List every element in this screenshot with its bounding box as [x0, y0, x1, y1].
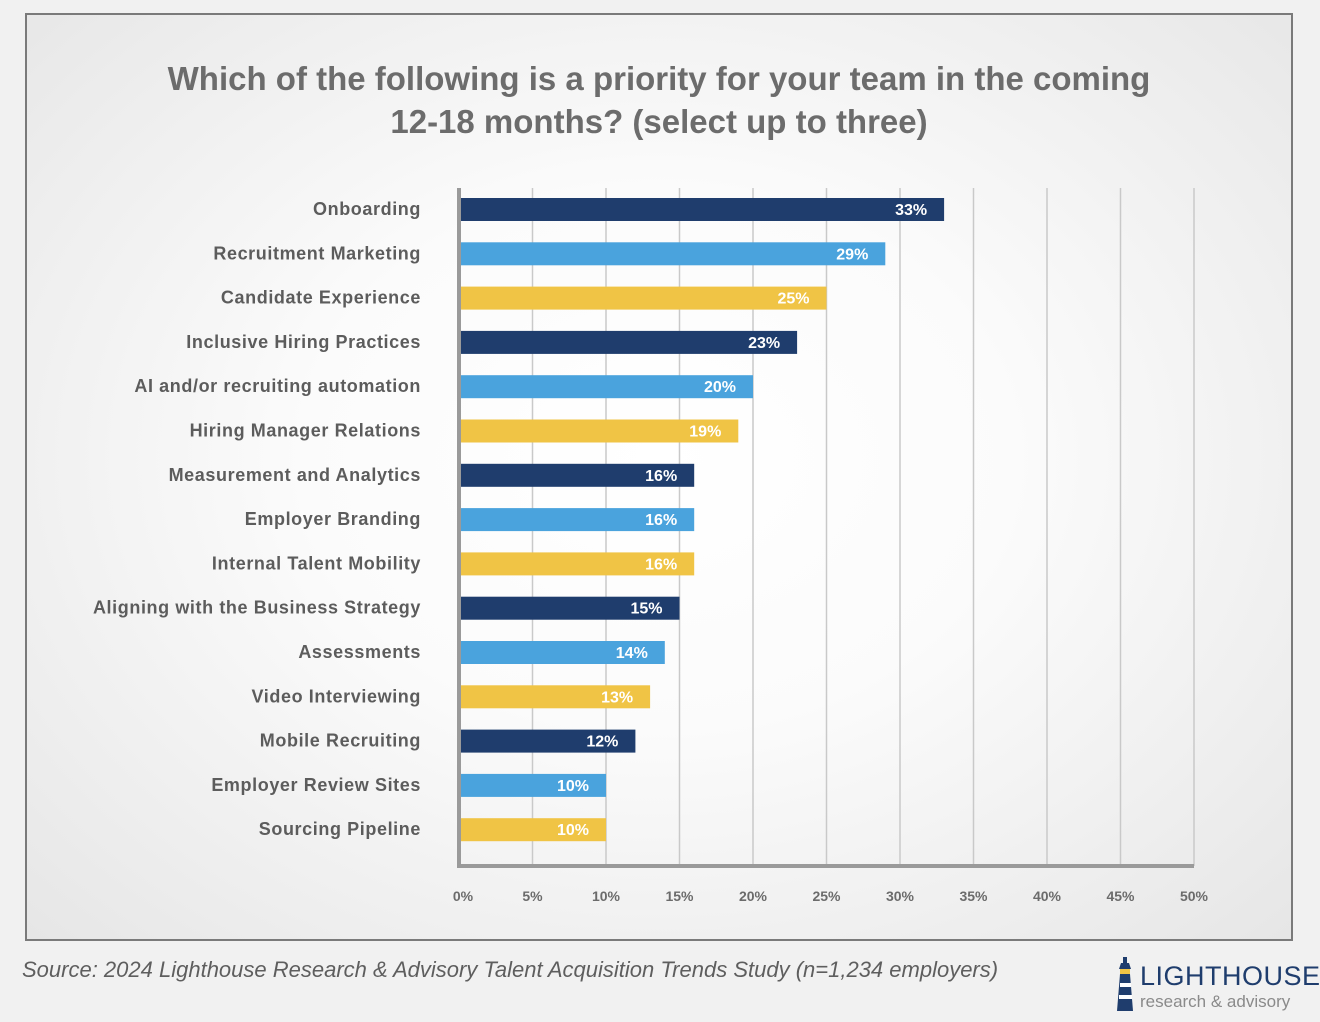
- category-label: Sourcing Pipeline: [259, 819, 421, 839]
- bar: [461, 552, 695, 576]
- category-label: Aligning with the Business Strategy: [93, 598, 421, 618]
- bar: [461, 641, 665, 664]
- x-tick-label: 45%: [1106, 888, 1135, 904]
- category-label: AI and/or recruiting automation: [134, 376, 421, 396]
- chart-title-line-2: 12-18 months? (select up to three): [390, 103, 928, 140]
- category-label: Onboarding: [313, 199, 421, 219]
- x-tick-label: 35%: [959, 888, 988, 904]
- bar: [461, 685, 651, 709]
- x-tick-label: 10%: [592, 888, 621, 904]
- x-tick-label: 50%: [1180, 888, 1209, 904]
- bar-value-label: 16%: [645, 468, 677, 485]
- category-label: Recruitment Marketing: [213, 243, 421, 263]
- bar-value-label: 10%: [557, 778, 589, 795]
- x-tick-label: 25%: [812, 888, 841, 904]
- logo-tagline: research & advisory: [1140, 992, 1291, 1011]
- bar: [461, 463, 695, 487]
- category-label: Assessments: [298, 642, 421, 662]
- category-label: Hiring Manager Relations: [190, 421, 421, 441]
- x-tick-label: 0%: [453, 888, 474, 904]
- bar-value-label: 25%: [777, 291, 809, 308]
- bar-value-label: 12%: [586, 734, 618, 751]
- bar-value-label: 19%: [689, 424, 721, 441]
- bar-value-label: 10%: [557, 822, 589, 839]
- bar: [461, 773, 606, 797]
- x-tick-label: 40%: [1033, 888, 1062, 904]
- category-label: Video Interviewing: [251, 686, 421, 706]
- bar: [461, 286, 827, 310]
- bar-value-label: 33%: [895, 202, 927, 219]
- x-tick-label: 30%: [886, 888, 915, 904]
- x-tick-label: 15%: [665, 888, 694, 904]
- chart-title: Which of the following is a priority for…: [27, 57, 1291, 143]
- lighthouse-icon: [1117, 957, 1133, 1011]
- category-label: Employer Review Sites: [211, 775, 421, 795]
- bar: [461, 242, 886, 266]
- bar-value-label: 14%: [616, 645, 648, 662]
- category-label: Internal Talent Mobility: [212, 553, 421, 573]
- bar-value-label: 29%: [836, 246, 868, 263]
- category-label: Measurement and Analytics: [169, 465, 421, 485]
- bar-value-label: 23%: [748, 335, 780, 352]
- bar-value-label: 20%: [704, 379, 736, 396]
- category-label: Candidate Experience: [221, 288, 421, 308]
- logo-wordmark: LIGHTHOUSE: [1140, 961, 1320, 991]
- bar: [461, 419, 739, 443]
- bar: [461, 330, 798, 354]
- bar-value-label: 16%: [645, 512, 677, 529]
- category-label: Employer Branding: [245, 509, 421, 529]
- bar-value-label: 15%: [630, 601, 662, 618]
- bar: [461, 596, 680, 620]
- bar: [461, 198, 945, 221]
- x-tick-label: 5%: [522, 888, 543, 904]
- bar: [461, 818, 606, 842]
- bar: [461, 508, 695, 532]
- lighthouse-logo: LIGHTHOUSE research & advisory: [1110, 955, 1320, 1015]
- category-label: Mobile Recruiting: [260, 731, 421, 751]
- category-label: Inclusive Hiring Practices: [186, 332, 421, 352]
- bar: [461, 375, 753, 399]
- bar-value-label: 13%: [601, 689, 633, 706]
- bar-value-label: 16%: [645, 556, 677, 573]
- chart-title-line-1: Which of the following is a priority for…: [167, 60, 1151, 97]
- bar: [461, 729, 636, 753]
- x-tick-label: 20%: [739, 888, 768, 904]
- source-note: Source: 2024 Lighthouse Research & Advis…: [22, 957, 999, 982]
